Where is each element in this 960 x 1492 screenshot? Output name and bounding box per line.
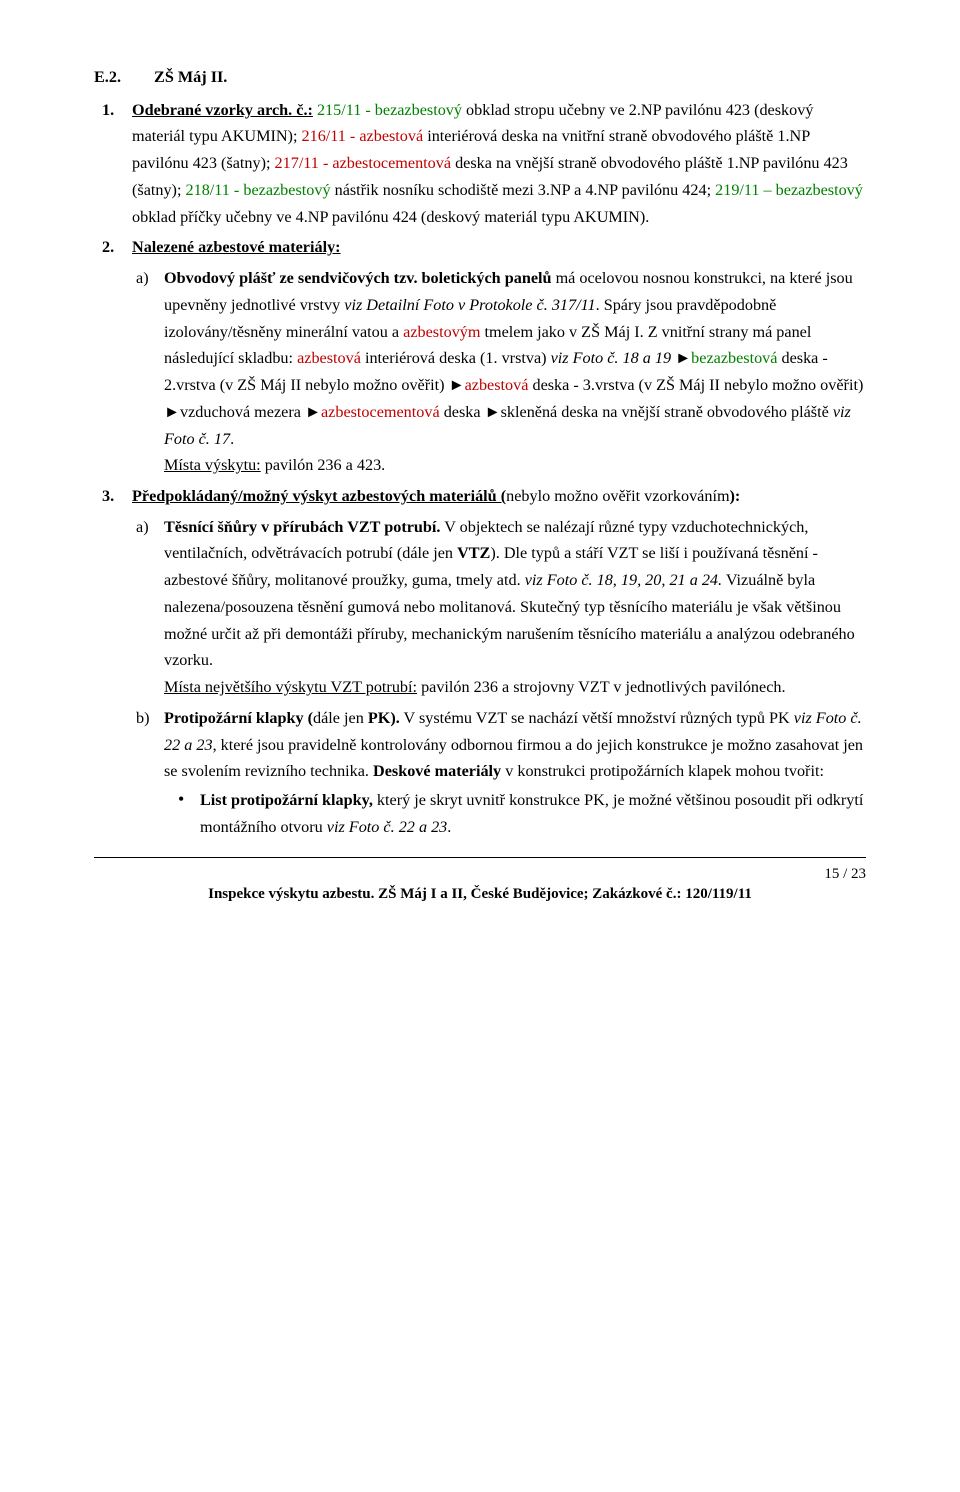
main-ordered-list: Odebrané vzorky arch. č.: 215/11 - bezaz… (94, 97, 866, 841)
item-3a: Těsnící šňůry v přírubách VZT potrubí. V… (158, 514, 866, 701)
text: deska ►skleněná deska na vnější straně o… (440, 403, 833, 421)
red-text: 217/11 - azbestocementová (275, 154, 452, 172)
section-title: ZŠ Máj II. (154, 68, 227, 86)
location-text: pavilón 236 a strojovny VZT v jednotlivý… (417, 678, 786, 696)
text: nástřik nosníku schodiště mezi 3.NP a 4.… (331, 181, 716, 199)
item-3-sublist: Těsnící šňůry v přírubách VZT potrubí. V… (132, 514, 866, 841)
green-text: bezazbestová (691, 349, 777, 367)
italic-text: viz Foto č. 18 a 19 (551, 349, 672, 367)
red-text: azbestocementová (321, 403, 440, 421)
item-1-title: Odebrané vzorky arch. č.: (132, 101, 313, 119)
red-text: azbestová (465, 376, 529, 394)
text: ► (671, 349, 691, 367)
text: interiérová deska (1. vrstva) (361, 349, 551, 367)
section-number: E.2. (94, 64, 150, 91)
italic-text: viz Detailní Foto v Protokole č. 317/11 (344, 296, 595, 314)
item-3-title: Předpokládaný/možný výskyt azbestových m… (132, 487, 506, 505)
footer-line: Inspekce výskytu azbestu. ZŠ Máj I a II,… (94, 884, 866, 904)
red-text: azbestovým (403, 323, 480, 341)
page: E.2. ZŠ Máj II. Odebrané vzorky arch. č.… (0, 0, 960, 944)
text: . (447, 818, 451, 836)
footer-page-number: 15 / 23 (94, 864, 866, 884)
red-text: azbestová (297, 349, 361, 367)
bold-text: VTZ (457, 544, 490, 562)
text: v konstrukci protipožárních klapek mohou… (501, 762, 824, 780)
bold-text: Těsnící šňůry v přírubách VZT potrubí. (164, 518, 440, 536)
red-text: 216/11 - azbestová (302, 127, 424, 145)
item-3-title-tail: nebylo možno ověřit vzorkováním (506, 487, 729, 505)
bold-text: PK). (368, 709, 400, 727)
location-text: pavilón 236 a 423. (261, 456, 386, 474)
item-2a: Obvodový plášť ze sendvičových tzv. bole… (158, 265, 866, 479)
bold-text: Obvodový plášť ze sendvičových tzv. bole… (164, 269, 552, 287)
bullet-item: List protipožární klapky, který je skryt… (198, 787, 866, 840)
item-3-title-close: ): (730, 487, 741, 505)
italic-text: viz Foto č. 22 a 23 (327, 818, 448, 836)
bold-text: Protipožární klapky ( (164, 709, 313, 727)
location-line: Místa výskytu: pavilón 236 a 423. (164, 452, 866, 479)
item-3: Předpokládaný/možný výskyt azbestových m… (122, 483, 866, 841)
italic-text: viz Foto č. 18, 19, 20, 21 a 24. (525, 571, 722, 589)
item-2: Nalezené azbestové materiály: Obvodový p… (122, 234, 866, 479)
bold-text: List protipožární klapky, (200, 791, 373, 809)
location-line: Místa největšího výskytu VZT potrubí: pa… (164, 674, 866, 701)
location-label: Místa výskytu: (164, 456, 261, 474)
green-text: 215/11 - bezazbestový (317, 101, 462, 119)
item-3b-bullets: List protipožární klapky, který je skryt… (164, 787, 866, 840)
item-1: Odebrané vzorky arch. č.: 215/11 - bezaz… (122, 97, 866, 231)
item-2-sublist: Obvodový plášť ze sendvičových tzv. bole… (132, 265, 866, 479)
item-3b: Protipožární klapky (dále jen PK). V sys… (158, 705, 866, 841)
text: dále jen (313, 709, 368, 727)
item-2-title: Nalezené azbestové materiály: (132, 238, 341, 256)
location-label: Místa největšího výskytu VZT potrubí: (164, 678, 417, 696)
green-text: 218/11 - bezazbestový (186, 181, 331, 199)
section-heading: E.2. ZŠ Máj II. (94, 64, 866, 91)
page-footer: 15 / 23 Inspekce výskytu azbestu. ZŠ Máj… (94, 857, 866, 905)
text: . (230, 430, 234, 448)
bold-text: Deskové materiály (373, 762, 501, 780)
text: obklad příčky učebny ve 4.NP pavilónu 42… (132, 208, 649, 226)
text: V systému VZT se nachází větší množství … (400, 709, 794, 727)
green-text: 219/11 – bezazbestový (715, 181, 863, 199)
